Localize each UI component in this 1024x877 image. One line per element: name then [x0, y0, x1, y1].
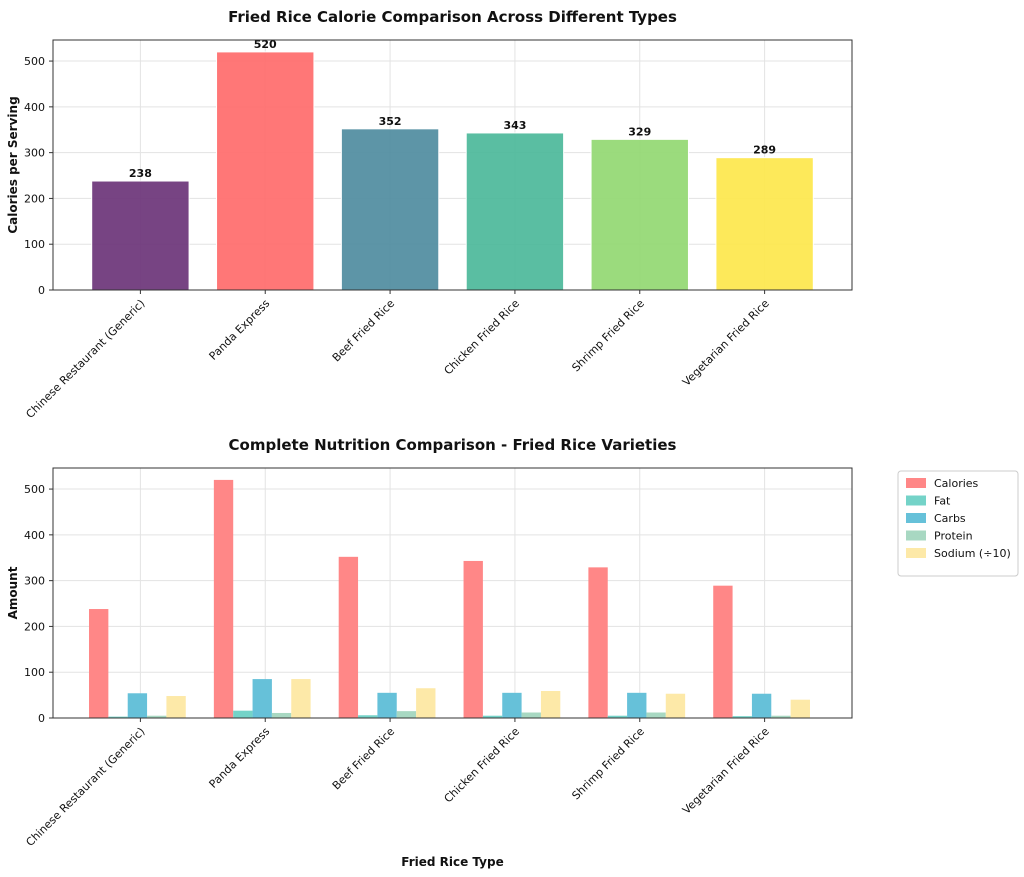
x-tick-label: Vegetarian Fried Rice — [680, 297, 772, 389]
x-tick-label: Chinese Restaurant (Generic) — [23, 297, 147, 421]
bar-carbs — [627, 692, 647, 718]
x-tick-label: Panda Express — [207, 297, 273, 363]
bar-fat — [607, 715, 628, 718]
bar-carbs — [252, 679, 272, 718]
x-tick-label: Shrimp Fried Rice — [569, 725, 647, 803]
bar — [340, 128, 440, 291]
y-tick-label: 200 — [24, 192, 45, 205]
bar-sodium- — [166, 696, 186, 718]
legend-label: Carbs — [934, 512, 966, 525]
chart-title: Complete Nutrition Comparison - Fried Ri… — [229, 436, 677, 454]
bar-carbs — [127, 693, 148, 718]
bar — [590, 138, 689, 291]
bar-fat — [108, 716, 128, 718]
bar-protein — [521, 712, 541, 718]
bar-protein — [396, 711, 417, 718]
bar-carbs — [377, 692, 397, 718]
bar-fat — [358, 715, 378, 718]
bar — [91, 180, 190, 291]
y-axis-label: Amount — [6, 566, 20, 619]
bar-calories — [213, 479, 234, 718]
chart-title: Fried Rice Calorie Comparison Across Dif… — [228, 8, 677, 26]
x-tick-label: Beef Fried Rice — [330, 297, 398, 365]
y-tick-label: 500 — [24, 55, 45, 68]
legend — [897, 470, 1019, 577]
bar-sodium- — [540, 690, 561, 718]
y-tick-label: 400 — [24, 101, 45, 114]
bar-sodium- — [790, 699, 810, 718]
bar — [216, 51, 315, 291]
bar-calories — [713, 585, 733, 718]
bar-sodium- — [416, 688, 436, 718]
bar-protein — [646, 712, 666, 718]
y-tick-label: 400 — [24, 529, 45, 542]
y-axis-label: Calories per Serving — [6, 96, 20, 233]
bar-protein — [147, 715, 167, 718]
x-tick-label: Shrimp Fried Rice — [569, 297, 647, 375]
x-tick-label: Chicken Fried Rice — [442, 297, 523, 378]
y-tick-label: 500 — [24, 483, 45, 496]
legend-swatch — [906, 530, 926, 541]
legend-swatch — [906, 478, 926, 488]
y-tick-label: 300 — [24, 147, 45, 160]
data-label: 289 — [753, 144, 776, 157]
plot-frame — [52, 467, 853, 719]
legend-label: Calories — [934, 477, 979, 490]
x-tick-label: Chicken Fried Rice — [442, 725, 523, 806]
bar-calories — [338, 556, 359, 718]
y-tick-label: 100 — [24, 666, 45, 679]
y-tick-label: 0 — [38, 712, 45, 725]
legend-swatch — [906, 513, 926, 523]
x-axis-label: Fried Rice Type — [401, 855, 503, 869]
legend-swatch — [906, 495, 926, 506]
bar — [715, 157, 814, 291]
data-label: 343 — [503, 119, 526, 132]
bar-calories — [463, 560, 483, 718]
bar — [465, 132, 565, 291]
plot-frame — [52, 39, 853, 291]
data-label: 520 — [254, 38, 277, 51]
x-tick-label: Beef Fried Rice — [330, 725, 398, 793]
legend-swatch — [906, 548, 926, 558]
x-tick-label: Chinese Restaurant (Generic) — [23, 725, 147, 849]
y-tick-label: 300 — [24, 575, 45, 588]
bar-protein — [771, 715, 791, 718]
legend-label: Sodium (÷10) — [934, 547, 1011, 560]
x-tick-label: Vegetarian Fried Rice — [680, 725, 772, 817]
y-tick-label: 200 — [24, 620, 45, 633]
legend-label: Fat — [934, 495, 951, 508]
y-tick-label: 0 — [38, 284, 45, 297]
bar-fat — [482, 715, 503, 718]
data-label: 352 — [379, 115, 402, 128]
bar-carbs — [502, 692, 522, 718]
bar-fat — [732, 716, 752, 718]
legend-label: Protein — [934, 530, 973, 543]
data-label: 329 — [628, 125, 651, 138]
bar-calories — [588, 567, 608, 718]
bar-calories — [89, 609, 109, 718]
data-label: 238 — [129, 167, 152, 180]
x-tick-label: Panda Express — [207, 725, 273, 791]
bar-sodium- — [665, 693, 686, 718]
bar-carbs — [751, 693, 772, 718]
y-tick-label: 100 — [24, 238, 45, 251]
bar-sodium- — [291, 679, 311, 718]
bar-fat — [233, 710, 253, 718]
bar-protein — [271, 712, 292, 718]
